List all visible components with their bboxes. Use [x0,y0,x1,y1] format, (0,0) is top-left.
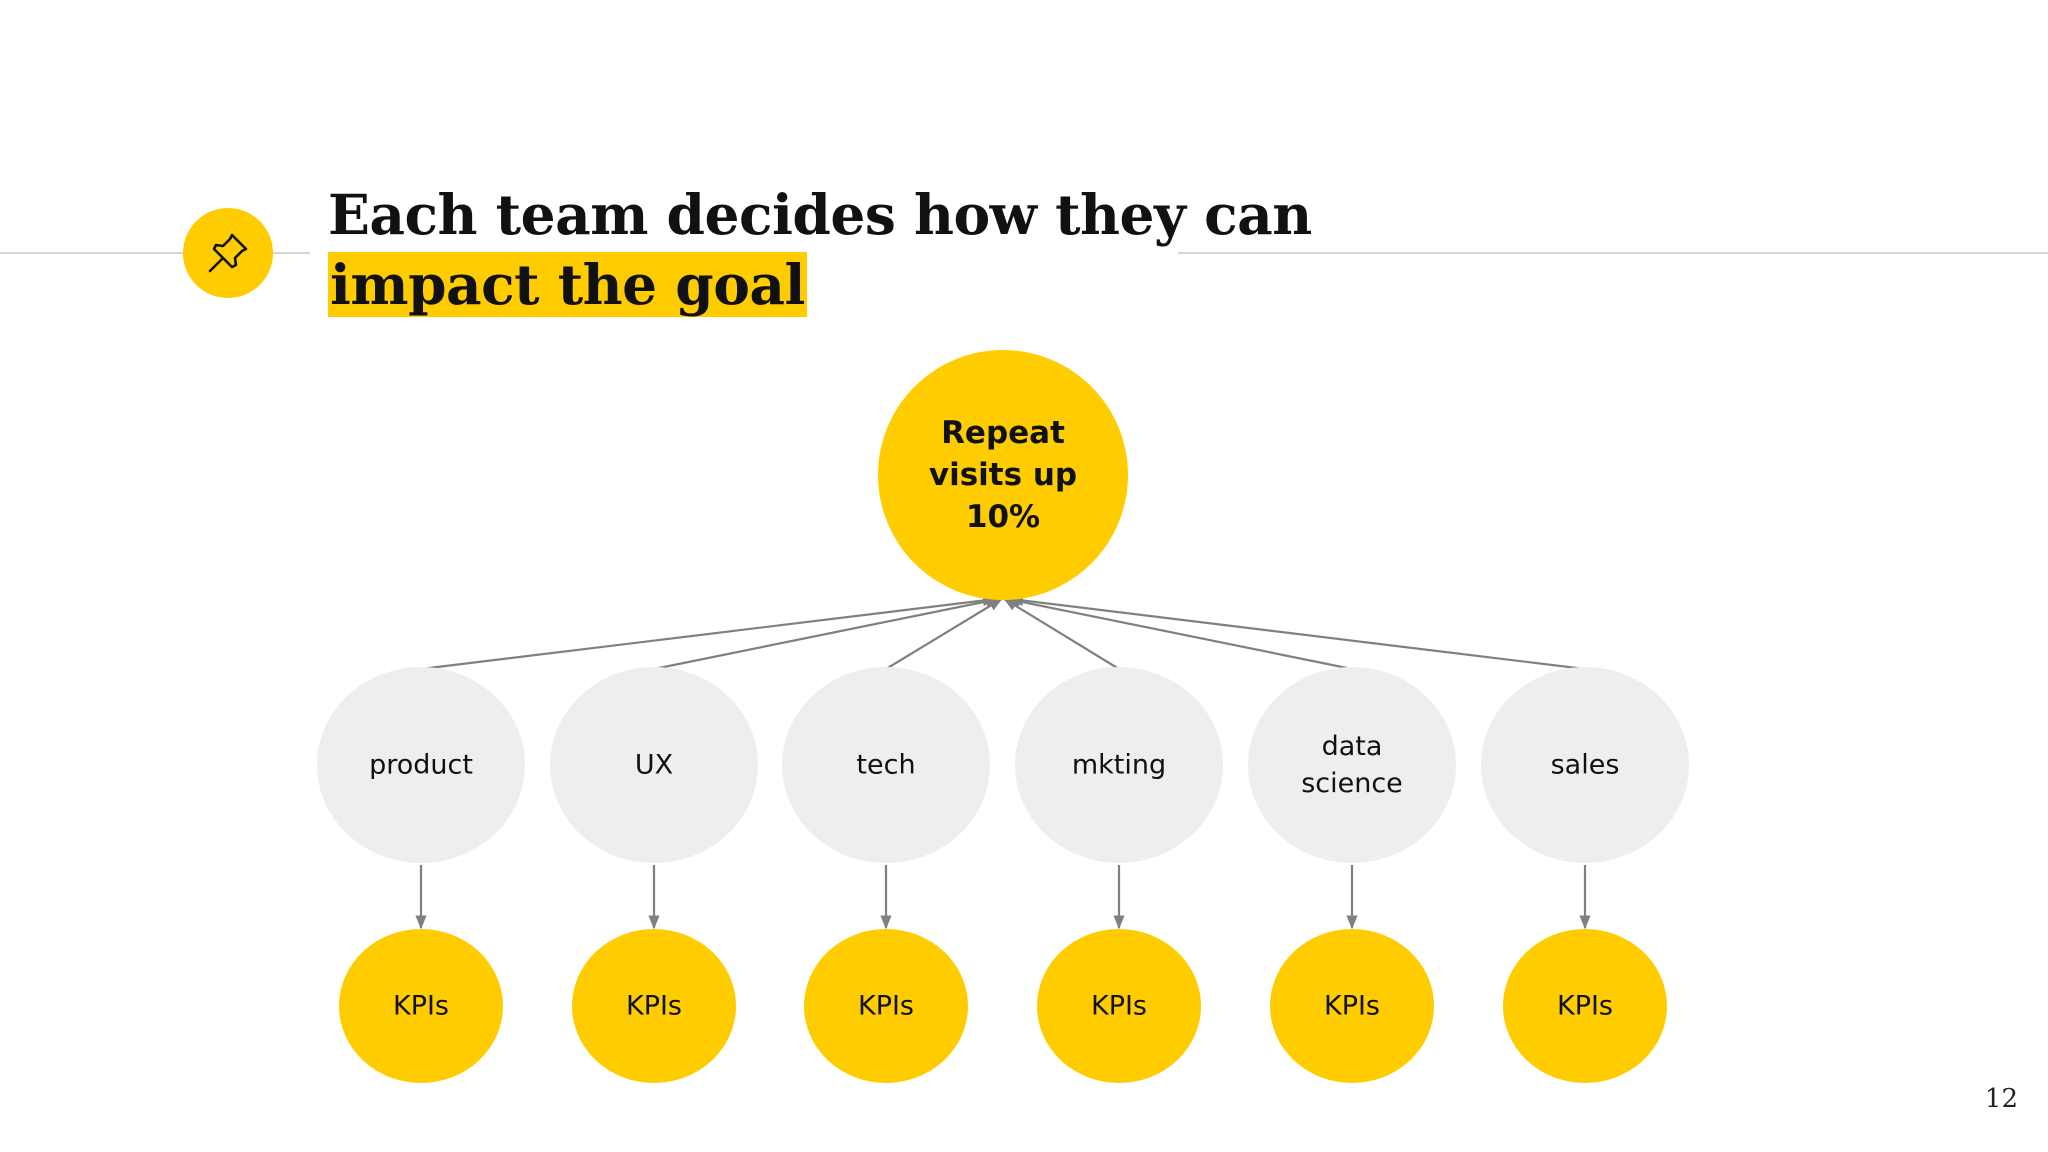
header-rule-left [0,252,310,254]
team-label-mkting-line-1: mkting [1072,750,1166,781]
title-line-2-highlighted: impact the goal [328,252,807,317]
kpi-node-data-science [1270,929,1434,1083]
kpi-node-sales [1503,929,1667,1083]
team-label-tech-line-1: tech [856,750,915,781]
arrow-product-to-goal [420,594,997,671]
slide-title: Each team decides how they can impact th… [328,180,1312,320]
goal-label-line-3: 10% [966,499,1040,535]
kpi-label-mkting: KPIs [1091,991,1147,1022]
team-node-product [317,667,525,863]
kpi-node-UX [572,929,736,1083]
goal-label-line-1: Repeat [941,415,1065,451]
team-node-tech [782,667,990,863]
arrow-sales-to-goal [1009,594,1586,671]
team-node-sales [1481,667,1689,863]
kpi-node-mkting [1037,929,1201,1083]
kpi-label-data-science: KPIs [1324,991,1380,1022]
team-node-mkting [1015,667,1223,863]
kpi-label-UX: KPIs [626,991,682,1022]
kpi-label-sales: KPIs [1557,991,1613,1022]
pin-badge [183,208,273,298]
arrow-data-science-to-goal [1006,596,1353,671]
title-line-1: Each team decides how they can [328,182,1312,247]
pushpin-icon [208,233,248,273]
page-number: 12 [1984,1084,2018,1114]
goal-node [878,350,1128,600]
team-node-UX [550,667,758,863]
arrow-tech-to-goal [885,598,1003,670]
team-label-data-science-line-1: data [1322,731,1383,762]
team-label-sales-line-1: sales [1551,750,1620,781]
kpi-label-product: KPIs [393,991,449,1022]
arrow-UX-to-goal [653,596,1000,671]
team-label-UX-line-1: UX [635,750,673,781]
team-label-data-science-line-2: science [1301,768,1403,799]
arrow-mkting-to-goal [1003,598,1120,670]
kpi-node-tech [804,929,968,1083]
kpi-label-tech: KPIs [858,991,914,1022]
team-label-product-line-1: product [369,750,473,781]
kpi-node-product [339,929,503,1083]
team-node-data-science [1248,667,1456,863]
goal-label-line-2: visits up [929,457,1077,493]
header-rule-right [1178,252,2048,254]
